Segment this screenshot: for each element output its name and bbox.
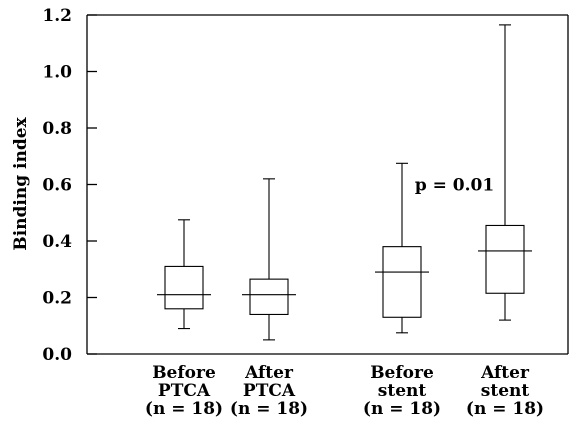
- x-axis-category-labels: Before PTCA (n = 18)After PTCA (n = 18)Befor…: [145, 363, 544, 419]
- x-category-label-line: PTCA: [243, 381, 296, 401]
- y-tick-label: 0.8: [42, 119, 72, 139]
- x-category-label-line: stent: [378, 381, 427, 401]
- x-category-label-line: PTCA: [158, 381, 211, 401]
- p-value-annotation: p = 0.01: [415, 176, 494, 196]
- x-category-label-line: Before: [152, 363, 216, 383]
- x-category-label-line: Before: [370, 363, 434, 383]
- x-category-label-line: (n = 18): [230, 399, 308, 419]
- y-tick-label: 0.0: [42, 345, 72, 365]
- y-tick-label: 0.2: [42, 289, 72, 309]
- box-group-3: [375, 162, 429, 334]
- y-tick-label: 1.2: [42, 6, 72, 26]
- x-category-label-line: After: [244, 363, 294, 383]
- x-category-label: Before stent (n = 18): [363, 363, 441, 419]
- x-category-label: After PTCA (n = 18): [230, 363, 308, 419]
- x-category-label: Before PTCA (n = 18): [145, 363, 223, 419]
- x-category-label-line: After: [480, 363, 530, 383]
- y-tick-label: 0.6: [42, 176, 72, 196]
- iqr-box: [249, 278, 289, 316]
- iqr-box: [164, 265, 204, 310]
- iqr-box: [485, 224, 525, 294]
- x-category-label-line: (n = 18): [363, 399, 441, 419]
- iqr-box: [382, 246, 422, 318]
- x-category-label-line: (n = 18): [145, 399, 223, 419]
- y-tick-label: 1.0: [42, 63, 72, 83]
- x-category-label: After stent (n = 18): [466, 363, 544, 419]
- box-group-4: [478, 24, 532, 321]
- y-tick-label: 0.4: [42, 232, 72, 252]
- boxes-layer: [157, 24, 532, 341]
- annotations-layer: p = 0.01: [415, 176, 494, 196]
- box-group-1: [157, 219, 211, 330]
- box-group-2: [242, 178, 296, 341]
- x-category-label-line: stent: [481, 381, 530, 401]
- y-axis-title: Binding index: [11, 116, 31, 250]
- x-category-label-line: (n = 18): [466, 399, 544, 419]
- y-axis-ticks: 0.0 0.2 0.4 0.6 0.8 1.0 1.2: [42, 6, 97, 365]
